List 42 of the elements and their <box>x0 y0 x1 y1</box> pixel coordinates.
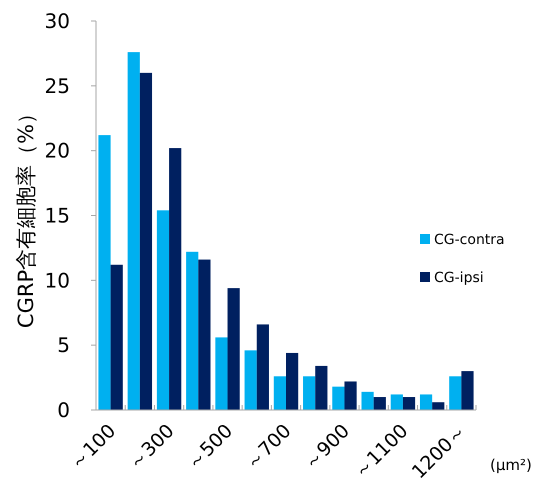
bar <box>461 371 474 410</box>
x-tick-label: ～900 <box>299 420 354 475</box>
bar <box>274 376 286 410</box>
bar <box>315 366 328 410</box>
bar <box>432 402 444 410</box>
bar <box>303 376 316 410</box>
y-tick-label: 20 <box>44 138 70 163</box>
bar <box>402 397 416 410</box>
y-tick-label: 10 <box>44 268 70 292</box>
bar <box>186 252 198 410</box>
bar <box>374 397 386 410</box>
bar <box>228 288 240 410</box>
x-tick-label: ～700 <box>240 420 296 475</box>
bar <box>344 381 357 410</box>
y-tick-label: 30 <box>44 9 70 33</box>
bar <box>420 394 432 410</box>
bar <box>110 264 123 410</box>
bar <box>156 210 170 410</box>
bar <box>390 394 403 410</box>
y-tick-label: 15 <box>44 204 70 228</box>
bar <box>198 260 211 410</box>
bar <box>332 386 344 410</box>
bar <box>98 135 111 410</box>
bar <box>140 72 152 410</box>
bar <box>256 324 269 410</box>
y-tick-label: 25 <box>44 74 70 98</box>
bar <box>215 337 228 410</box>
y-tick-label: 0 <box>57 398 70 422</box>
x-axis-title: (μm²) <box>490 456 532 474</box>
x-tick-label: ～500 <box>182 420 238 475</box>
bar <box>286 352 298 410</box>
x-tick-label: ～100 <box>66 420 120 475</box>
x-tick-label: ～300 <box>124 420 179 475</box>
y-tick-label: 5 <box>57 333 70 358</box>
bar <box>244 350 257 410</box>
y-axis-title: CGRP含有細胞率（%） <box>14 102 38 328</box>
bar <box>361 392 374 410</box>
bar <box>169 148 182 410</box>
bar <box>449 376 462 410</box>
legend-label: CG-ipsi <box>434 270 484 286</box>
bar <box>128 52 140 410</box>
legend-label: CG-contra <box>434 232 505 248</box>
